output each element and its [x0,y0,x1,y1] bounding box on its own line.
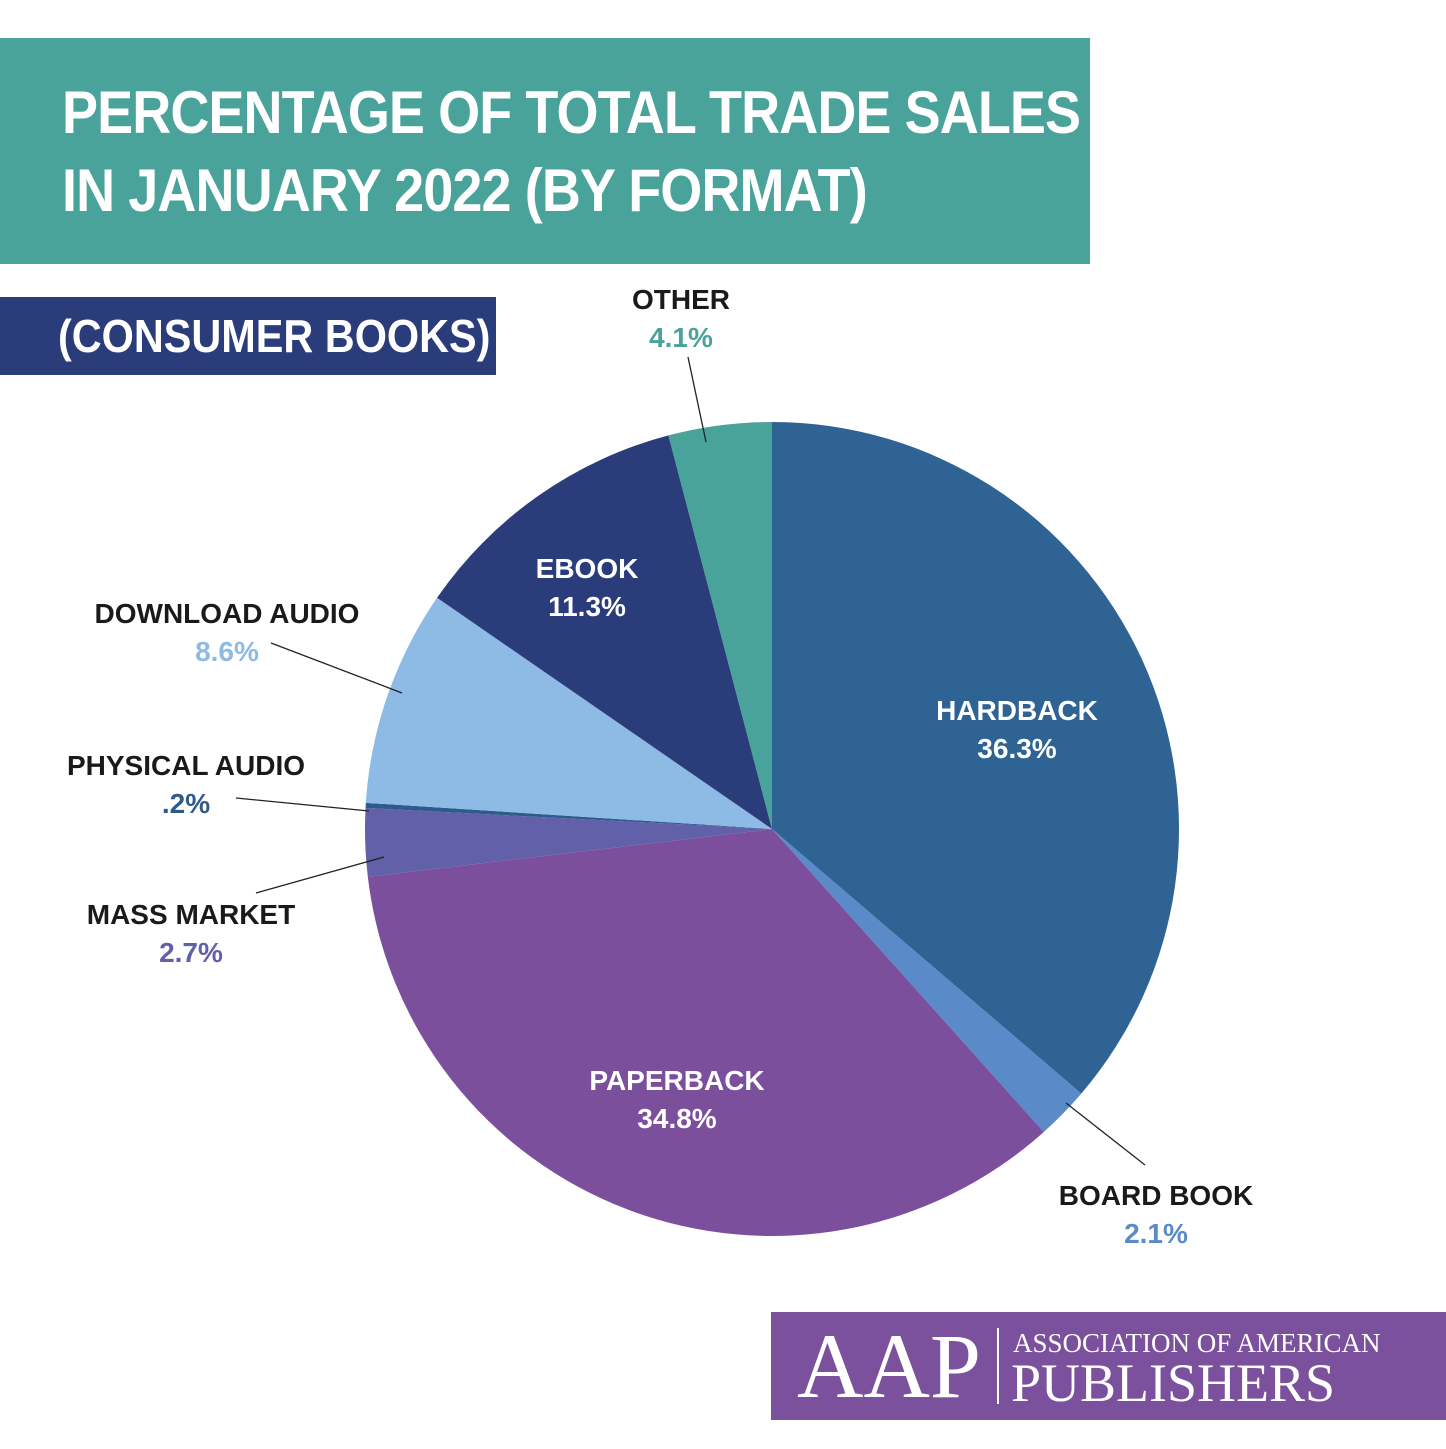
aap-logo: AAP ASSOCIATION OF AMERICAN PUBLISHERS [771,1312,1446,1420]
logo-line-1: ASSOCIATION OF AMERICAN [1013,1328,1381,1358]
leader-line-download-audio [270,642,403,694]
slice-label-download-audio: DOWNLOAD AUDIO [95,598,360,629]
leader-line-mass-market [255,856,385,894]
pie-slice-ebook [437,435,772,829]
slice-value-physical-audio: .2% [162,788,210,819]
leader-line-physical-audio [235,797,370,812]
logo-divider [997,1328,999,1404]
pie-slice-mass-market [365,807,772,877]
slice-value-ebook: 11.3% [548,591,626,622]
slice-label-ebook: EBOOK [536,553,639,584]
slice-value-download-audio: 8.6% [195,636,259,667]
slice-label-board-book: BOARD BOOK [1059,1180,1253,1211]
pie-slice-board-book [772,829,1082,1132]
slice-label-physical-audio: PHYSICAL AUDIO [67,750,305,781]
title-banner: PERCENTAGE OF TOTAL TRADE SALES IN JANUA… [0,38,1090,264]
pie-slice-physical-audio [365,802,772,829]
slice-label-mass-market: MASS MARKET [87,899,295,930]
leader-line-board-book [1065,1102,1146,1166]
chart-title-line-1: PERCENTAGE OF TOTAL TRADE SALES [62,79,1081,146]
chart-title-line-2: IN JANUARY 2022 (BY FORMAT) [62,157,868,224]
pie-slice-paperback [367,829,1044,1236]
slice-label-other: OTHER [632,284,730,315]
pie-slice-other [668,422,772,829]
chart-subtitle: (CONSUMER BOOKS) [58,310,491,362]
slice-value-mass-market: 2.7% [159,937,223,968]
slice-value-other: 4.1% [649,322,713,353]
pie-slice-hardback [772,422,1180,1094]
slice-value-paperback: 34.8% [637,1103,716,1134]
slice-label-paperback: PAPERBACK [589,1065,764,1096]
slice-value-hardback: 36.3% [977,733,1056,764]
pie-slice-download-audio [365,597,772,829]
slice-label-hardback: HARDBACK [936,695,1098,726]
logo-line-2: PUBLISHERS [1011,1353,1336,1413]
logo-mark: AAP [797,1315,982,1417]
leader-line-other [687,356,707,443]
slice-value-board-book: 2.1% [1124,1218,1188,1249]
subtitle-banner: (CONSUMER BOOKS) [0,297,496,375]
